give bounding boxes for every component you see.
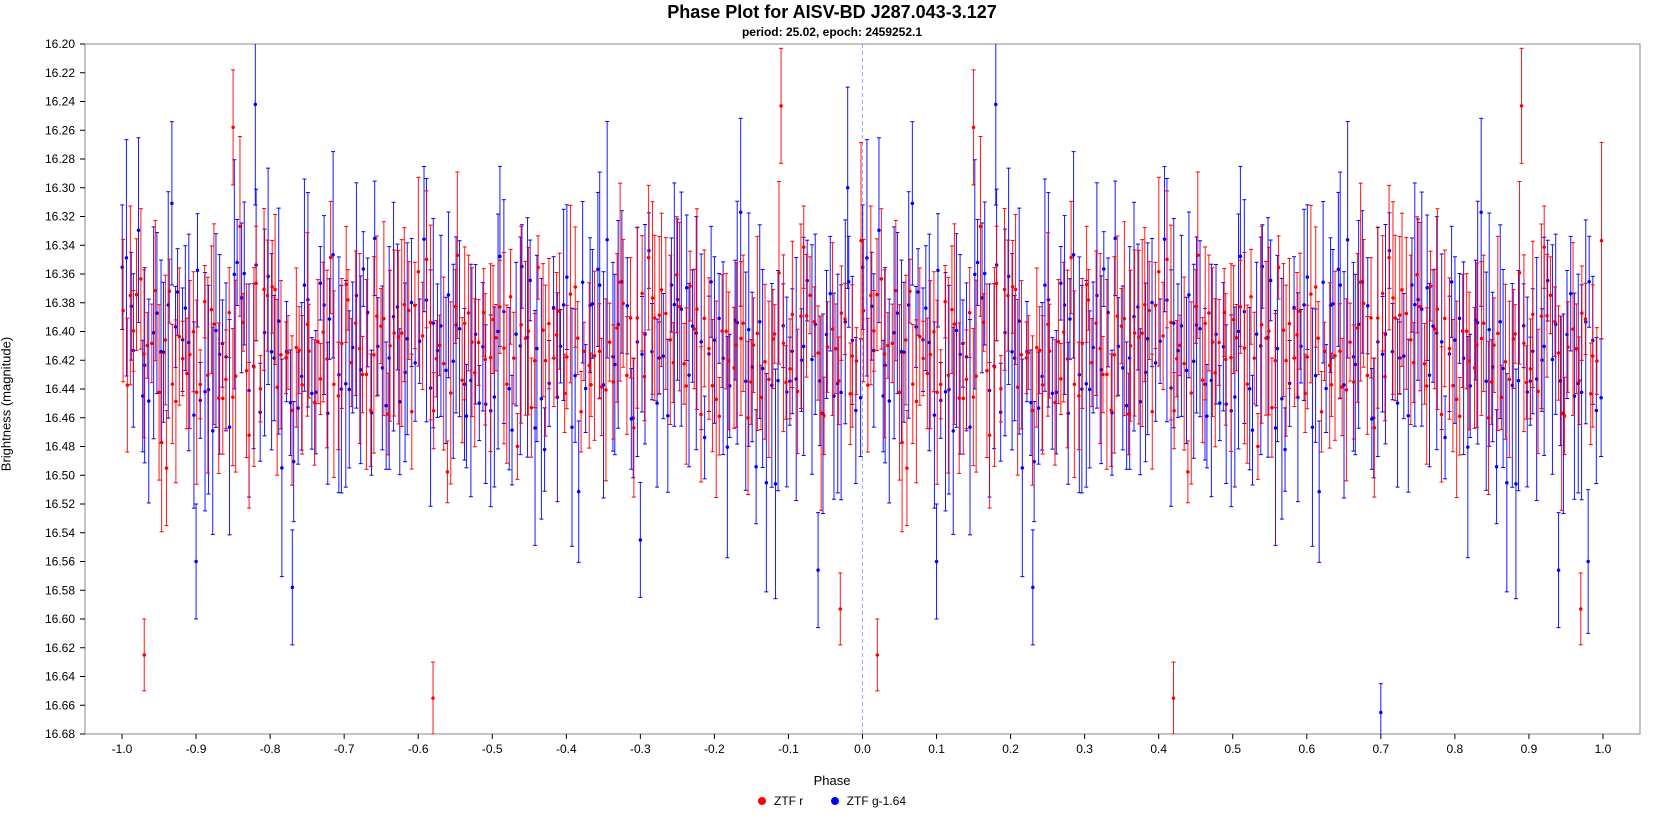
svg-text:16.58: 16.58 xyxy=(45,583,75,597)
svg-text:0.1: 0.1 xyxy=(928,742,945,756)
legend-dot-ztf-r xyxy=(758,797,766,805)
svg-text:-0.6: -0.6 xyxy=(408,742,429,756)
svg-text:-0.7: -0.7 xyxy=(334,742,355,756)
chart-subtitle: period: 25.02, epoch: 2459252.1 xyxy=(0,25,1664,39)
svg-text:16.52: 16.52 xyxy=(45,497,75,511)
svg-text:0.0: 0.0 xyxy=(854,742,871,756)
legend-label-ztf-g: ZTF g-1.64 xyxy=(847,794,906,808)
legend: ZTF r ZTF g-1.64 xyxy=(0,794,1664,808)
svg-text:-0.5: -0.5 xyxy=(482,742,503,756)
svg-text:0.8: 0.8 xyxy=(1447,742,1464,756)
svg-text:16.54: 16.54 xyxy=(45,526,75,540)
svg-text:-0.1: -0.1 xyxy=(778,742,799,756)
svg-text:-1.0: -1.0 xyxy=(112,742,133,756)
svg-text:16.68: 16.68 xyxy=(45,727,75,741)
legend-label-ztf-r: ZTF r xyxy=(774,794,803,808)
svg-text:16.32: 16.32 xyxy=(45,210,75,224)
svg-text:-0.4: -0.4 xyxy=(556,742,577,756)
svg-text:16.24: 16.24 xyxy=(45,95,75,109)
svg-text:16.64: 16.64 xyxy=(45,670,75,684)
svg-text:16.30: 16.30 xyxy=(45,181,75,195)
svg-text:0.6: 0.6 xyxy=(1298,742,1315,756)
svg-text:16.66: 16.66 xyxy=(45,698,75,712)
svg-text:1.0: 1.0 xyxy=(1595,742,1612,756)
svg-text:16.40: 16.40 xyxy=(45,325,75,339)
svg-text:16.46: 16.46 xyxy=(45,411,75,425)
svg-text:16.60: 16.60 xyxy=(45,612,75,626)
chart-title: Phase Plot for AISV-BD J287.043-3.127 xyxy=(0,2,1664,23)
legend-item-ztf-r: ZTF r xyxy=(758,794,803,808)
svg-text:-0.8: -0.8 xyxy=(260,742,281,756)
svg-text:16.34: 16.34 xyxy=(45,238,75,252)
svg-text:0.4: 0.4 xyxy=(1150,742,1167,756)
svg-text:16.44: 16.44 xyxy=(45,382,75,396)
svg-text:-0.9: -0.9 xyxy=(186,742,207,756)
svg-text:0.3: 0.3 xyxy=(1076,742,1093,756)
svg-text:0.5: 0.5 xyxy=(1224,742,1241,756)
svg-text:16.20: 16.20 xyxy=(45,39,75,51)
chart-area: Brightness (magnitude) -1.0-0.9-0.8-0.7-… xyxy=(0,39,1664,769)
svg-text:16.50: 16.50 xyxy=(45,468,75,482)
svg-text:16.22: 16.22 xyxy=(45,66,75,80)
svg-text:16.38: 16.38 xyxy=(45,296,75,310)
svg-text:16.36: 16.36 xyxy=(45,267,75,281)
svg-text:16.48: 16.48 xyxy=(45,440,75,454)
x-axis-label: Phase xyxy=(0,773,1664,788)
svg-text:16.42: 16.42 xyxy=(45,353,75,367)
svg-text:-0.3: -0.3 xyxy=(630,742,651,756)
svg-text:16.62: 16.62 xyxy=(45,641,75,655)
svg-text:0.2: 0.2 xyxy=(1002,742,1019,756)
svg-text:16.56: 16.56 xyxy=(45,555,75,569)
svg-text:-0.2: -0.2 xyxy=(704,742,725,756)
svg-text:0.9: 0.9 xyxy=(1521,742,1538,756)
title-block: Phase Plot for AISV-BD J287.043-3.127 pe… xyxy=(0,0,1664,39)
legend-dot-ztf-g xyxy=(831,797,839,805)
svg-text:0.7: 0.7 xyxy=(1372,742,1389,756)
y-axis-label: Brightness (magnitude) xyxy=(0,337,14,471)
svg-text:16.28: 16.28 xyxy=(45,152,75,166)
svg-text:16.26: 16.26 xyxy=(45,123,75,137)
legend-item-ztf-g: ZTF g-1.64 xyxy=(831,794,906,808)
phase-plot-svg: -1.0 -0.9 -0.8 -0.7 -0.6 -0.5 -0.4 -0.3 -0.2 -0.1… xyxy=(0,39,1664,769)
